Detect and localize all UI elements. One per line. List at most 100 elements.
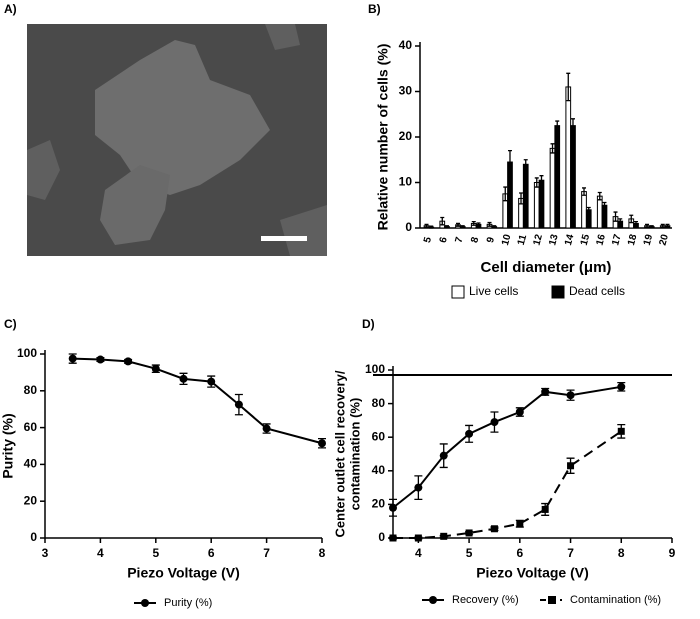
bar <box>601 204 608 229</box>
marker <box>318 439 326 448</box>
x-tick-label: 15 <box>579 233 593 247</box>
y-tick-label: 10 <box>399 175 413 189</box>
error-bar <box>629 214 634 224</box>
y-axis-label: contamination (%) <box>347 398 362 511</box>
series-line <box>393 430 622 539</box>
bar <box>538 179 545 229</box>
x-tick-label: 5 <box>466 546 473 560</box>
y-tick-label: 40 <box>399 38 413 52</box>
marker <box>515 408 524 416</box>
y-axis-label: Relative number of cells (%) <box>375 44 391 231</box>
marker <box>389 534 397 542</box>
error-bar <box>602 201 607 209</box>
marker <box>567 462 575 470</box>
marker <box>541 505 549 513</box>
error-bar <box>570 118 575 134</box>
error-bar <box>456 222 461 227</box>
x-axis-label: Piezo Voltage (V) <box>476 565 589 581</box>
y-tick-label: 100 <box>17 346 37 360</box>
micrograph <box>27 24 327 256</box>
error-bar <box>550 143 555 154</box>
y-tick-label: 0 <box>30 530 37 544</box>
x-tick-label: 5 <box>152 546 159 560</box>
panel-label: C) <box>4 317 17 331</box>
bar <box>581 191 587 229</box>
y-axis-label: Purity (%) <box>0 413 16 478</box>
error-bar <box>633 220 638 226</box>
marker <box>414 483 423 492</box>
legend-swatch <box>551 285 565 299</box>
error-bar <box>444 225 449 229</box>
error-bar <box>586 206 591 213</box>
x-tick-label: 9 <box>485 236 497 245</box>
x-tick-label: 6 <box>516 546 523 560</box>
legend-marker <box>141 599 149 607</box>
x-tick-label: 16 <box>595 233 609 247</box>
x-tick-label: 9 <box>669 546 676 560</box>
panel-label: A) <box>4 2 17 16</box>
error-bar <box>492 225 497 229</box>
legend-marker <box>429 596 437 604</box>
series-line <box>72 357 323 445</box>
marker <box>234 400 243 409</box>
x-tick-label: 4 <box>415 546 422 560</box>
marker <box>465 429 474 438</box>
error-bar <box>460 225 465 229</box>
y-tick-label: 20 <box>24 493 38 507</box>
error-bar <box>503 186 508 202</box>
x-tick-label: 19 <box>642 233 656 247</box>
x-tick-label: 11 <box>516 233 529 246</box>
error-bar <box>429 225 434 229</box>
error-bar <box>645 223 650 228</box>
x-tick-label: 17 <box>610 233 624 247</box>
y-tick-label: 20 <box>399 129 413 143</box>
error-bar <box>476 222 481 227</box>
y-tick-label: 80 <box>24 383 38 397</box>
error-bar <box>555 120 560 131</box>
series-line <box>392 385 622 509</box>
marker <box>414 534 422 542</box>
marker <box>490 418 499 427</box>
marker <box>490 525 498 533</box>
x-tick-label: 8 <box>469 236 481 245</box>
marker <box>516 520 524 528</box>
y-axis-label: Center outlet cell recovery/ <box>332 370 347 537</box>
x-tick-label: 8 <box>319 546 326 560</box>
marker <box>68 354 77 363</box>
y-tick-label: 40 <box>372 463 386 477</box>
bar <box>533 182 540 229</box>
marker <box>617 382 626 391</box>
error-bar <box>424 223 429 228</box>
legend-marker <box>548 596 556 604</box>
error-bar <box>582 187 587 196</box>
marker <box>439 451 448 460</box>
error-bar <box>534 177 539 188</box>
y-tick-label: 60 <box>24 420 38 434</box>
y-tick-label: 60 <box>372 429 386 443</box>
bar <box>549 147 556 229</box>
error-bar <box>507 150 512 175</box>
marker <box>179 374 188 383</box>
marker <box>96 355 105 364</box>
marker <box>617 427 625 435</box>
error-bar <box>566 72 571 102</box>
y-tick-label: 30 <box>399 84 413 98</box>
y-tick-label: 20 <box>372 497 386 511</box>
error-bar <box>471 220 476 226</box>
x-tick-label: 10 <box>500 233 514 247</box>
marker <box>440 532 448 540</box>
error-bar <box>487 221 492 227</box>
error-bar <box>597 191 602 201</box>
x-axis-label: Cell diameter (μm) <box>481 259 612 276</box>
error-bar <box>440 216 445 226</box>
y-tick-label: 0 <box>405 220 412 234</box>
x-tick-label: 4 <box>97 546 104 560</box>
marker <box>262 424 271 433</box>
error-bar <box>523 159 528 170</box>
marker <box>151 364 160 373</box>
error-bar <box>660 223 665 228</box>
error-bar <box>649 225 654 229</box>
error-bar <box>519 192 524 205</box>
bar <box>570 125 576 229</box>
